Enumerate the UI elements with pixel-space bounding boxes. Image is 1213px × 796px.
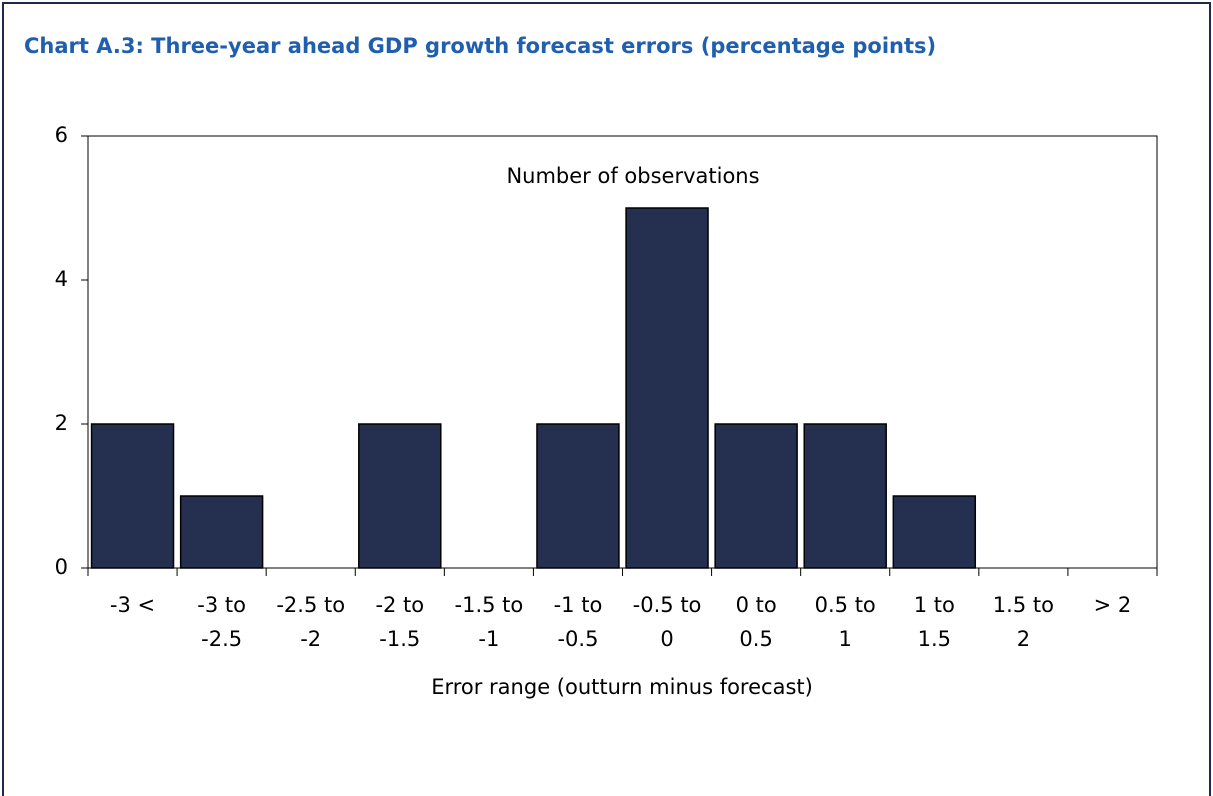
y-tick-label: 0 [55,555,68,579]
x-tick-label: -3 < [110,593,155,617]
x-tick-label: 1 [839,627,852,651]
x-tick-label: -2 to [375,593,424,617]
x-tick-label: -0.5 [557,627,598,651]
x-tick-label: > 2 [1094,593,1132,617]
x-tick-label: -2 [300,627,321,651]
x-tick-label: -1 to [554,593,603,617]
x-tick-label: 2 [1017,627,1030,651]
x-tick-label: -1.5 [379,627,420,651]
y-tick-label: 2 [55,411,68,435]
bar [803,423,887,569]
x-tick-label: 0 [660,627,673,651]
x-tick-label: 0.5 to [815,593,876,617]
x-tick-label: 1 to [914,593,955,617]
x-tick-label: -2.5 to [276,593,345,617]
x-tick-label: 0.5 [739,627,772,651]
x-axis-label: Error range (outturn minus forecast) [431,675,813,699]
x-tick-label: 1.5 to [993,593,1054,617]
x-tick-label: -2.5 [201,627,242,651]
y-tick-label: 4 [55,267,68,291]
bar [536,423,620,569]
bar [90,423,175,569]
x-tick-label: -1 [478,627,499,651]
annotation: Number of observations [506,164,759,188]
bar [625,207,709,569]
x-tick-label: 0 to [736,593,777,617]
bar [179,495,264,569]
bar [892,495,977,569]
x-tick-label: -1.5 to [455,593,524,617]
x-tick-label: 1.5 [918,627,951,651]
bar [714,423,798,569]
x-tick-label: -0.5 to [633,593,702,617]
chart-title: Chart A.3: Three-year ahead GDP growth f… [24,34,936,58]
y-tick-label: 6 [55,123,68,147]
x-tick-label: -3 to [197,593,246,617]
bar [358,423,442,569]
